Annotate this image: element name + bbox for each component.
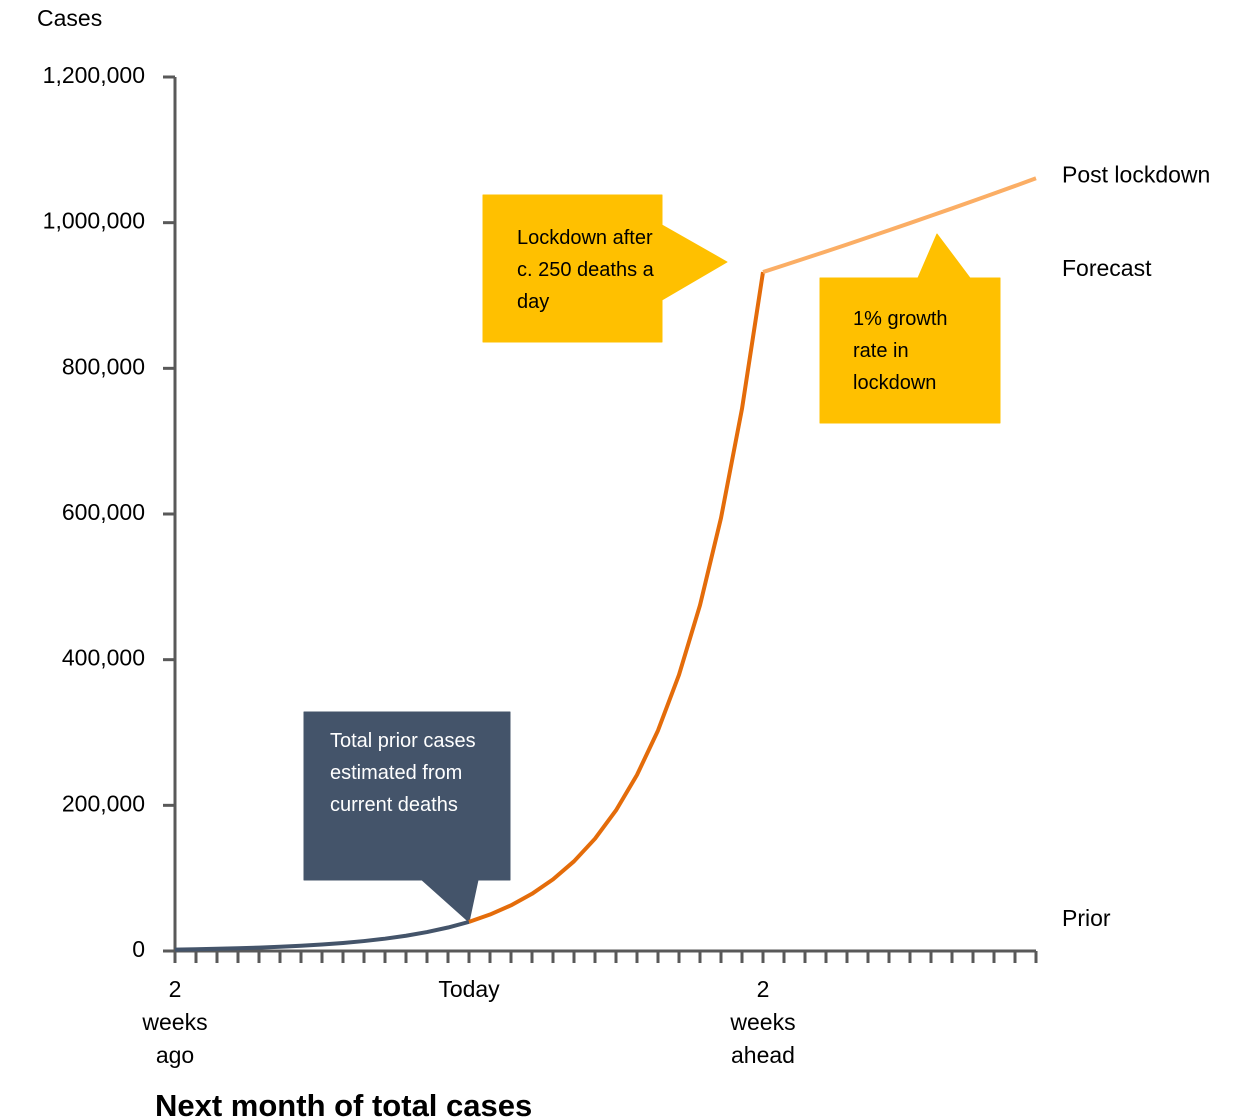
y-tick-label: 1,000,000	[43, 208, 145, 234]
x-tick-label: 2 weeks ahead	[730, 976, 796, 1068]
annotation: Total prior cases estimated from current…	[330, 730, 476, 816]
x-tick-label: 2 weeks ago	[142, 976, 208, 1068]
y-axis-label: Cases	[37, 5, 103, 31]
y-tick-label: 1,200,000	[43, 62, 145, 88]
y-tick-label: 200,000	[62, 790, 145, 816]
x-tick-label: Today	[438, 976, 500, 1002]
y-tick-label: 600,000	[62, 499, 145, 525]
series-label: Prior	[1062, 905, 1111, 931]
series-line	[174, 919, 470, 952]
chart-title: Next month of total cases	[155, 1088, 533, 1120]
y-tick-label: 800,000	[62, 353, 145, 379]
series-label: Post lockdown	[1062, 161, 1210, 187]
annotation: 1% growth rate in lockdown	[853, 308, 948, 394]
y-tick-label: 400,000	[62, 645, 145, 671]
series-label: Forecast	[1062, 255, 1152, 281]
callout-growth	[819, 233, 1001, 424]
callout-lockdown	[482, 194, 728, 343]
callout-prior	[303, 711, 511, 923]
series-line	[468, 271, 765, 924]
annotation: Lockdown after c. 250 deaths a day	[517, 227, 654, 313]
series-line	[762, 176, 1037, 274]
y-tick-label: 0	[132, 936, 145, 962]
